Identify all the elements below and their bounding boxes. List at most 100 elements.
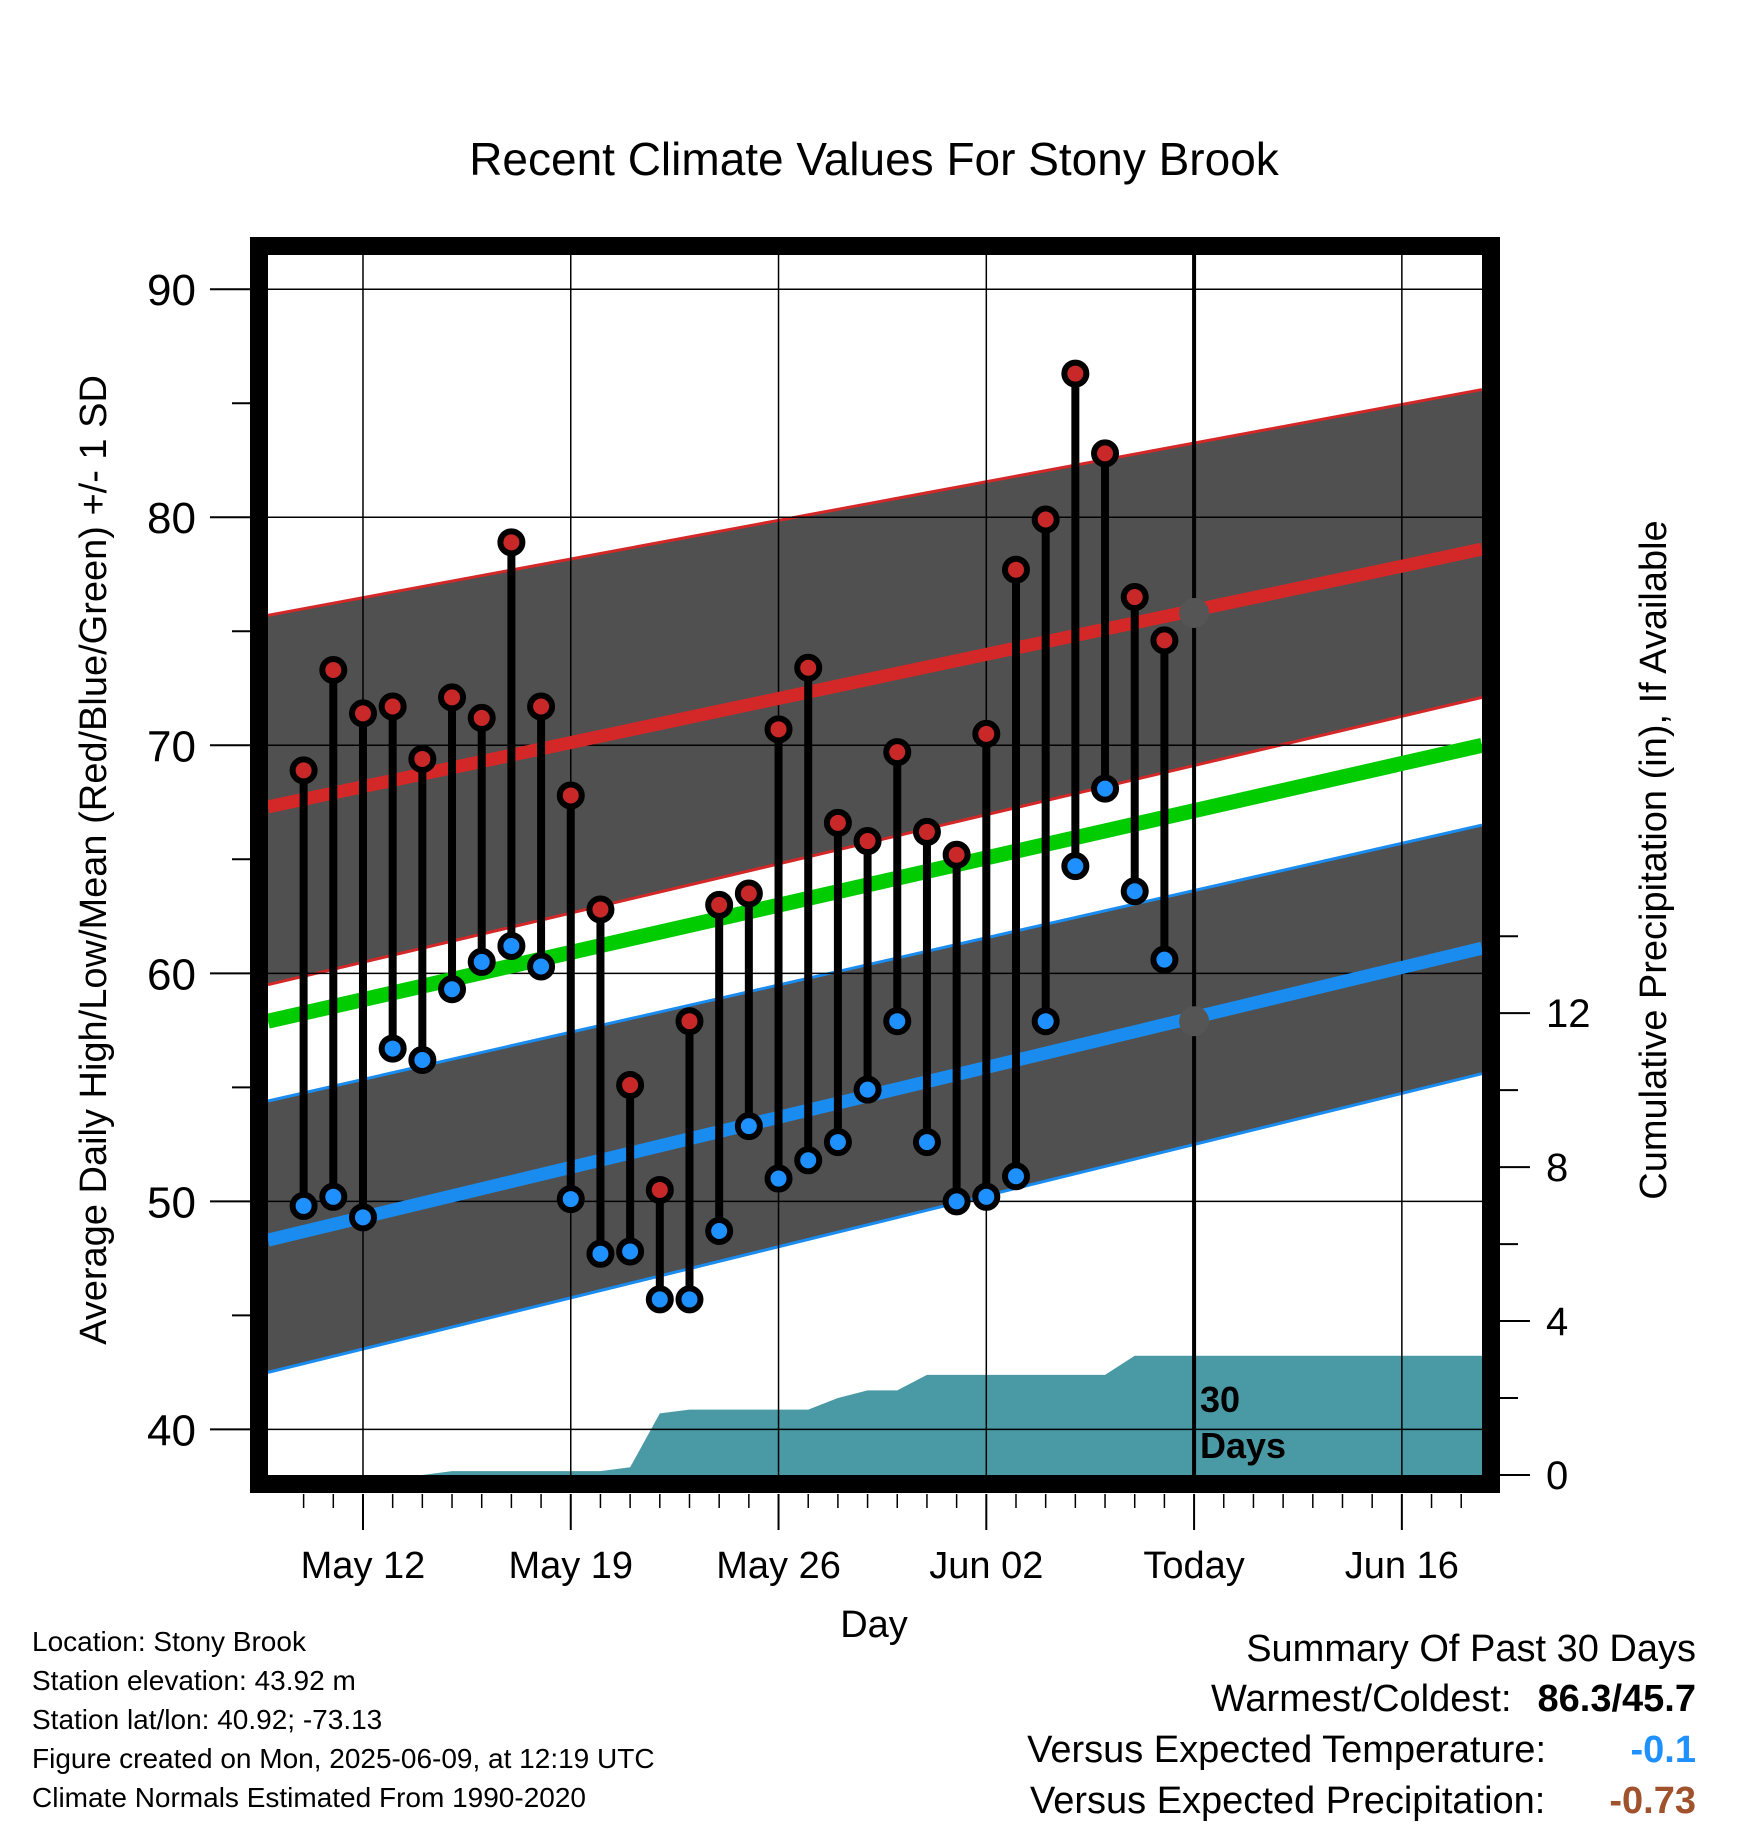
high-sd-band-upper-edge: [267, 388, 1483, 617]
precip-departure-value: -0.73: [1609, 1780, 1696, 1822]
observed-high-point: [1001, 555, 1030, 584]
observed-high-point: [348, 699, 377, 728]
x-tick-label: Jun 02: [929, 1545, 1043, 1587]
observed-low-point: [823, 1128, 852, 1157]
precip-departure-label: Versus Expected Precipitation:: [1029, 1780, 1546, 1822]
low-annotation: 1 SD: ±5.8°F Avg: 57.9°F: [1208, 885, 1309, 1103]
created-text: Figure created on Mon, 2025-06-09, at 12…: [32, 1743, 655, 1774]
observed-high-point: [1091, 439, 1120, 468]
observed-low-point: [972, 1182, 1001, 1211]
observed-high-point: [467, 703, 496, 732]
left-tick-label: 40: [147, 1406, 196, 1455]
observed-high-point: [1031, 505, 1060, 534]
x-tick-label: May 19: [508, 1545, 633, 1587]
low-avg-value: 57.9°F: [1208, 1065, 1309, 1103]
low-avg-label: Avg:: [1208, 1023, 1282, 1061]
observed-high-point: [942, 840, 971, 869]
low-sd-band-upper-edge: [267, 823, 1483, 1103]
observed-high-point: [1150, 626, 1179, 655]
precipitation-area: [303, 1355, 1482, 1475]
observed-low-point: [705, 1217, 734, 1245]
observed-high-point: [972, 719, 1001, 748]
observed-low-point: [289, 1191, 318, 1220]
x-tick-label: May 12: [301, 1545, 426, 1587]
station-info: Location: Stony Brook Station elevation:…: [32, 1622, 655, 1817]
observed-low-point: [586, 1239, 615, 1268]
observed-low-point: [556, 1185, 585, 1214]
observed-low-point: [912, 1128, 941, 1157]
precip-area: [303, 1355, 1482, 1475]
today-avg-high-marker: [1179, 598, 1210, 629]
observed-low-point: [734, 1112, 763, 1141]
observed-low-point: [645, 1285, 674, 1314]
days-word: Days: [1200, 1425, 1286, 1466]
observed-high-point: [586, 895, 615, 924]
latlon-text: Station lat/lon: 40.92; -73.13: [32, 1704, 383, 1735]
x-axis: May 12 May 19 May 26 Jun 02 Today Jun 16: [301, 1494, 1462, 1587]
right-y-axis: 0 4 8 12: [1500, 935, 1591, 1498]
today-avg-low-marker: [1179, 1006, 1210, 1037]
observed-low-point: [408, 1045, 437, 1074]
observed-temperatures: [289, 359, 1179, 1314]
observed-high-point: [527, 692, 556, 721]
warmest-coldest-row: Warmest/Coldest: 86.3/45.7: [1027, 1674, 1696, 1725]
days-count: 30: [1200, 1379, 1240, 1420]
summary-heading: Summary Of Past 30 Days: [1246, 1628, 1696, 1670]
observed-low-point: [1031, 1007, 1060, 1036]
warmest-coldest-label: Warmest/Coldest:: [1210, 1678, 1512, 1720]
observed-low-point: [794, 1146, 823, 1175]
observed-high-point: [319, 656, 348, 685]
observed-high-point: [764, 715, 793, 744]
days-annotation: 30 Days: [1200, 1379, 1286, 1466]
observed-high-point: [823, 808, 852, 837]
high-annotation: 1 SD: ±7.4°F Avg: 75.8°F: [1208, 475, 1309, 693]
x-tick-label: Today: [1143, 1545, 1244, 1587]
elevation-text: Station elevation: 43.92 m: [32, 1665, 356, 1696]
observed-high-point: [616, 1071, 645, 1100]
observed-high-point: [1120, 583, 1149, 612]
observed-low-point: [1120, 877, 1149, 906]
high-avg-label: Avg:: [1208, 613, 1282, 651]
low-sd-band-lower-edge: [267, 1072, 1483, 1374]
observed-low-point: [1001, 1162, 1030, 1191]
plot-frame: [250, 237, 1500, 1493]
precip-departure-row: Versus Expected Precipitation: -0.73: [1027, 1776, 1696, 1827]
high-normal-line: [266, 542, 1484, 814]
observed-high-point: [853, 827, 882, 856]
low-sd-label: 1 SD:: [1208, 885, 1295, 923]
observed-high-point: [912, 817, 941, 846]
observed-low-point: [527, 952, 556, 981]
observed-low-point: [1061, 852, 1090, 881]
observed-low-point: [467, 947, 496, 976]
right-tick-label: 4: [1546, 1300, 1568, 1344]
temp-departure-label: Versus Expected Temperature:: [1027, 1729, 1546, 1771]
observed-low-point: [764, 1164, 793, 1193]
temp-departure-value: -0.1: [1630, 1729, 1696, 1771]
observed-high-point: [408, 744, 437, 773]
chart-title: Recent Climate Values For Stony Brook: [469, 133, 1280, 185]
observed-low-point: [853, 1075, 882, 1104]
mean-normal-line: [266, 737, 1484, 1029]
observed-low-point: [1150, 945, 1179, 974]
high-sd-value: ±7.4°F: [1208, 517, 1308, 555]
observed-high-point: [289, 756, 318, 785]
observed-low-point: [675, 1285, 704, 1314]
observed-high-point: [1061, 359, 1090, 388]
x-tick-label: May 26: [716, 1545, 841, 1587]
observed-low-point: [378, 1034, 407, 1063]
observed-high-point: [734, 879, 763, 908]
observed-high-point: [705, 890, 734, 919]
right-tick-label: 12: [1546, 992, 1591, 1036]
right-tick-label: 8: [1546, 1146, 1568, 1190]
left-tick-label: 90: [147, 266, 196, 315]
plot-area: 1 SD: ±7.4°F Avg: 75.8°F 1 SD: ±5.8°F Av…: [250, 237, 1500, 1493]
high-sd-label: 1 SD:: [1208, 475, 1295, 513]
right-tick-label: 0: [1546, 1454, 1568, 1498]
observed-high-point: [794, 653, 823, 682]
temp-departure-row: Versus Expected Temperature: -0.1: [1027, 1725, 1696, 1776]
observed-high-point: [378, 692, 407, 721]
left-tick-label: 60: [147, 950, 196, 999]
warmest-coldest-value: 86.3/45.7: [1537, 1678, 1696, 1720]
observed-low-point: [883, 1007, 912, 1036]
observed-low-point: [942, 1187, 971, 1216]
